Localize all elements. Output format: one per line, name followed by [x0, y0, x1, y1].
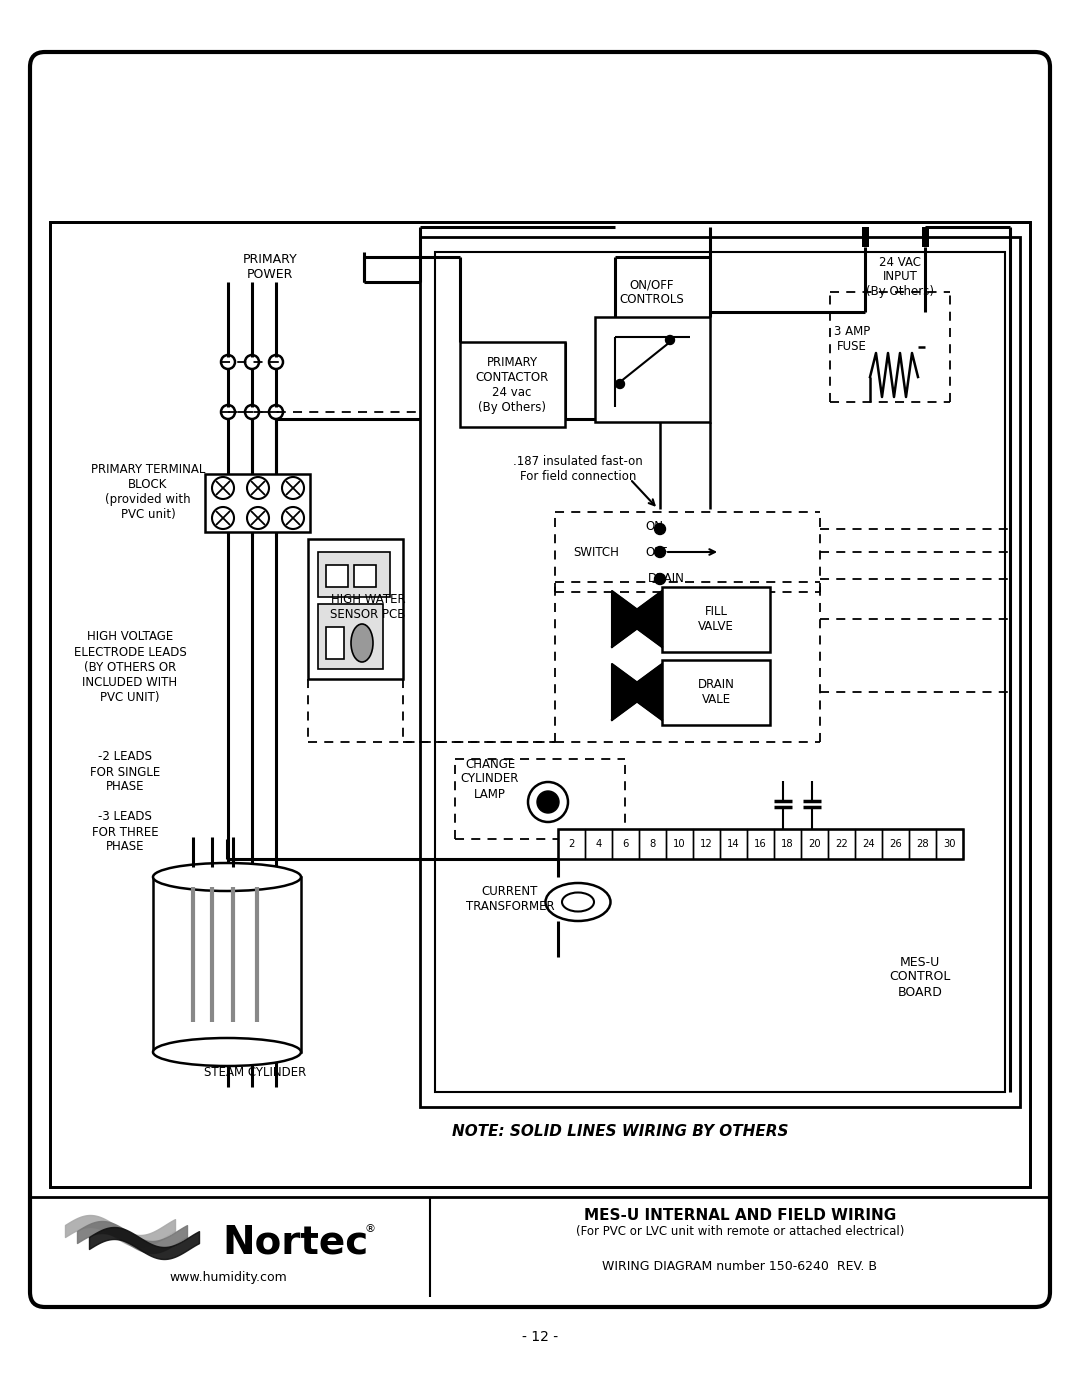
Bar	[595, 317, 710, 422]
Text: 28: 28	[916, 840, 929, 849]
Text: ON/OFF
CONTROLS: ON/OFF CONTROLS	[620, 278, 685, 306]
Polygon shape	[624, 664, 662, 719]
Text: -3 LEADS
FOR THREE
PHASE: -3 LEADS FOR THREE PHASE	[92, 810, 159, 854]
Bar	[558, 828, 963, 859]
Text: CURRENT
TRANSFORMER: CURRENT TRANSFORMER	[465, 886, 554, 914]
Text: 2: 2	[568, 840, 575, 849]
Bar	[612, 828, 639, 859]
Ellipse shape	[545, 883, 610, 921]
Circle shape	[665, 335, 675, 345]
Bar	[828, 828, 855, 859]
Text: DRAIN
VALE: DRAIN VALE	[698, 678, 734, 705]
Text: PRIMARY TERMINAL
BLOCK
(provided with
PVC unit): PRIMARY TERMINAL BLOCK (provided with PV…	[91, 462, 205, 521]
Bar	[855, 828, 882, 859]
Text: 22: 22	[835, 840, 848, 849]
FancyBboxPatch shape	[30, 52, 1050, 1308]
Text: www.humidity.com: www.humidity.com	[170, 1270, 287, 1284]
Text: OFF: OFF	[645, 545, 667, 559]
Bar	[936, 828, 963, 859]
Bar	[639, 828, 666, 859]
Bar	[205, 474, 310, 532]
Circle shape	[537, 791, 559, 813]
Bar	[50, 222, 1030, 1187]
Text: -2 LEADS
FOR SINGLE
PHASE: -2 LEADS FOR SINGLE PHASE	[90, 750, 160, 793]
Text: PRIMARY
CONTACTOR
24 vac
(By Others): PRIMARY CONTACTOR 24 vac (By Others)	[475, 356, 549, 414]
Bar	[747, 828, 774, 859]
Text: HIGH VOLTAGE
ELECTRODE LEADS
(BY OTHERS OR
INCLUDED WITH
PVC UNIT): HIGH VOLTAGE ELECTRODE LEADS (BY OTHERS …	[73, 630, 187, 704]
Bar	[693, 828, 720, 859]
Text: 18: 18	[781, 840, 794, 849]
Text: - 12 -: - 12 -	[522, 1330, 558, 1344]
Bar	[326, 627, 345, 659]
Text: NOTE: SOLID LINES WIRING BY OTHERS: NOTE: SOLID LINES WIRING BY OTHERS	[451, 1125, 788, 1140]
Bar	[435, 251, 1005, 1092]
Bar	[922, 226, 929, 247]
Text: 14: 14	[727, 840, 740, 849]
Ellipse shape	[562, 893, 594, 911]
Polygon shape	[624, 591, 662, 647]
Text: Nortec: Nortec	[221, 1222, 368, 1261]
Bar	[308, 539, 403, 679]
Text: PRIMARY
POWER: PRIMARY POWER	[243, 253, 297, 281]
Bar	[585, 828, 612, 859]
Text: 24: 24	[862, 840, 875, 849]
Text: 8: 8	[649, 840, 656, 849]
Polygon shape	[612, 664, 650, 719]
Bar	[801, 828, 828, 859]
Bar	[354, 564, 376, 587]
Text: 4: 4	[595, 840, 602, 849]
Circle shape	[616, 380, 624, 388]
Text: FILL
VALVE: FILL VALVE	[698, 605, 734, 633]
Text: HIGH WATER
SENSOR PCB: HIGH WATER SENSOR PCB	[330, 592, 406, 622]
Ellipse shape	[351, 624, 373, 662]
Text: 12: 12	[700, 840, 713, 849]
Text: ®: ®	[365, 1224, 376, 1234]
Text: SWITCH: SWITCH	[573, 545, 619, 559]
Text: 10: 10	[673, 840, 686, 849]
Bar	[662, 659, 770, 725]
Text: MES-U INTERNAL AND FIELD WIRING: MES-U INTERNAL AND FIELD WIRING	[584, 1207, 896, 1222]
Bar	[662, 587, 770, 652]
Text: (For PVC or LVC unit with remote or attached electrical): (For PVC or LVC unit with remote or atta…	[576, 1225, 904, 1239]
Text: 16: 16	[754, 840, 767, 849]
Text: MES-U
CONTROL
BOARD: MES-U CONTROL BOARD	[889, 956, 950, 999]
Text: 6: 6	[622, 840, 629, 849]
Text: CHANGE
CYLINDER
LAMP: CHANGE CYLINDER LAMP	[461, 757, 519, 800]
Text: 24 VAC
INPUT
(By Others): 24 VAC INPUT (By Others)	[866, 256, 934, 299]
Circle shape	[654, 574, 665, 584]
Bar	[50, 222, 1030, 1187]
Bar	[909, 828, 936, 859]
Bar	[558, 828, 585, 859]
Bar	[420, 237, 1020, 1106]
Text: DRAIN: DRAIN	[648, 573, 685, 585]
Bar	[460, 342, 565, 427]
Ellipse shape	[153, 863, 301, 891]
Text: 26: 26	[889, 840, 902, 849]
Text: 3 AMP
FUSE: 3 AMP FUSE	[834, 326, 870, 353]
Bar	[318, 552, 390, 597]
Text: .187 insulated fast-on
For field connection: .187 insulated fast-on For field connect…	[513, 455, 643, 483]
Bar	[318, 604, 383, 669]
Ellipse shape	[153, 1038, 301, 1066]
Circle shape	[654, 546, 665, 557]
Bar	[774, 828, 801, 859]
Bar	[326, 564, 348, 587]
Text: ON: ON	[645, 521, 663, 534]
Bar	[153, 877, 301, 1052]
Text: WIRING DIAGRAM number 150-6240  REV. B: WIRING DIAGRAM number 150-6240 REV. B	[603, 1260, 877, 1274]
Bar	[882, 828, 909, 859]
Text: STEAM CYLINDER: STEAM CYLINDER	[204, 1066, 306, 1078]
Text: 20: 20	[808, 840, 821, 849]
Polygon shape	[612, 591, 650, 647]
Circle shape	[654, 524, 665, 535]
Bar	[720, 828, 747, 859]
Bar	[862, 226, 869, 247]
Bar	[666, 828, 693, 859]
Text: 30: 30	[943, 840, 956, 849]
